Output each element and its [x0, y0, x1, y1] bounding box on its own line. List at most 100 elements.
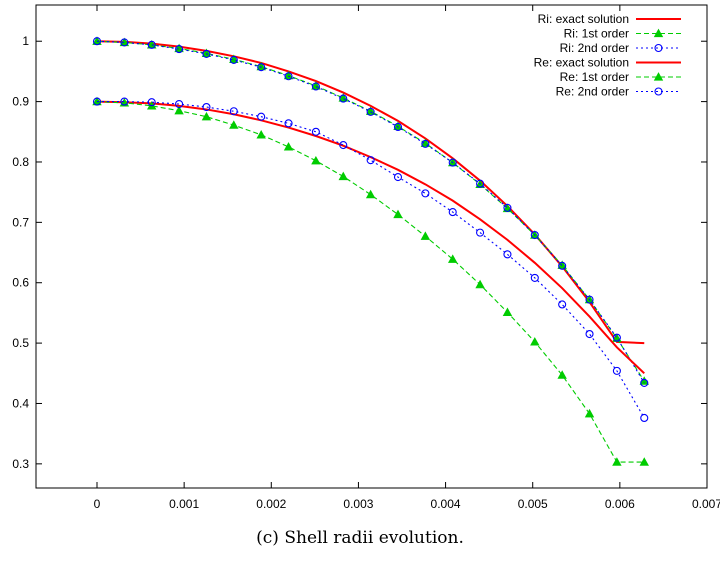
data-point: [557, 370, 567, 379]
data-point: [202, 49, 211, 58]
data-point: [612, 457, 622, 466]
data-point: [476, 228, 485, 237]
data-point: [585, 329, 594, 339]
legend-label: Re: exact solution: [534, 56, 629, 70]
data-point: [92, 37, 102, 46]
data-point: [257, 63, 266, 72]
data-point: [653, 28, 664, 38]
data-point: [366, 156, 375, 165]
series-layer: [92, 36, 649, 466]
data-point: [558, 261, 567, 270]
data-point: [229, 120, 239, 129]
data-point: [640, 413, 649, 423]
y-tick-label: 1: [22, 34, 29, 48]
y-tick-label: 0.7: [12, 215, 29, 229]
data-point: [256, 129, 266, 139]
data-point: [448, 208, 457, 217]
data-point: [502, 307, 513, 316]
data-point: [584, 408, 595, 418]
plot-frame: [35, 4, 708, 489]
x-tick-label: 0.003: [343, 497, 373, 511]
x-tick-label: 0.006: [605, 497, 635, 511]
data-point: [175, 45, 184, 54]
data-point: [257, 112, 266, 121]
data-point: [92, 97, 102, 106]
legend-label: Ri: 1st order: [564, 27, 629, 41]
y-tick-label: 0.4: [12, 396, 29, 410]
series-line: [96, 101, 645, 463]
series-line: [96, 40, 645, 384]
plot-axes: 0 0.001 0.002 0.003 0.004 0.005 0.006 0.007 0.3 0…: [12, 4, 720, 511]
data-point: [530, 273, 539, 282]
data-point: [393, 173, 403, 182]
data-point: [612, 366, 621, 375]
series-line: [96, 100, 645, 375]
legend-label: Ri: 2nd order: [560, 41, 629, 55]
figure-caption: (c) Shell radii evolution.: [256, 528, 464, 548]
y-tick-label: 0.6: [12, 276, 29, 290]
data-point: [476, 179, 485, 188]
series-3: [92, 37, 649, 387]
legend-label: Ri: exact solution: [538, 12, 629, 26]
data-point: [311, 155, 321, 165]
x-tick-label: 0.001: [169, 497, 199, 511]
data-point: [201, 48, 212, 57]
data-point: [393, 122, 403, 132]
data-point: [612, 333, 621, 342]
data-point: [393, 121, 403, 131]
series-1: [96, 40, 645, 345]
data-point: [339, 94, 348, 103]
data-point: [120, 38, 129, 47]
y-tick-label: 0.9: [12, 95, 29, 109]
data-point: [558, 300, 567, 309]
series-6: [92, 97, 649, 423]
data-point: [202, 102, 211, 112]
data-point: [366, 107, 375, 116]
data-point: [147, 40, 156, 49]
series-2: [92, 36, 649, 385]
data-point: [120, 97, 129, 106]
data-point: [639, 376, 649, 385]
x-tick-label: 0.005: [518, 497, 548, 511]
data-point: [311, 82, 320, 91]
data-point: [503, 250, 512, 259]
x-tick-label: 0.004: [431, 497, 461, 511]
data-point: [475, 279, 485, 289]
data-point: [283, 70, 294, 80]
data-point: [365, 189, 376, 199]
data-point: [365, 106, 376, 115]
line-chart: 0 0.001 0.002 0.003 0.004 0.005 0.006 0.007 0.3 0…: [12, 4, 720, 511]
data-point: [639, 457, 649, 466]
series-line: [96, 40, 645, 345]
data-point: [256, 61, 266, 71]
data-point: [585, 295, 594, 304]
data-point: [448, 158, 457, 167]
data-point: [284, 72, 293, 81]
series-line: [97, 101, 645, 419]
data-point: [174, 43, 184, 53]
data-point: [174, 105, 184, 115]
data-point: [338, 171, 348, 181]
data-point: [530, 230, 539, 240]
data-point: [653, 72, 664, 81]
data-point: [503, 203, 512, 212]
x-tick-label: 0: [94, 497, 101, 511]
x-tick-label: 0.007: [692, 497, 720, 511]
series-5: [92, 96, 649, 466]
legend-label: Re: 2nd order: [556, 85, 629, 99]
data-point: [420, 231, 431, 240]
data-point: [339, 141, 348, 150]
data-point: [283, 142, 294, 151]
data-point: [229, 55, 238, 64]
data-point: [229, 107, 238, 116]
data-point: [393, 209, 403, 219]
data-point: [448, 254, 458, 263]
y-tick-label: 0.8: [12, 155, 29, 169]
data-point: [421, 189, 430, 198]
data-point: [284, 119, 293, 128]
legend-label: Re: 1st order: [560, 70, 629, 84]
data-point: [530, 337, 540, 346]
data-point: [201, 111, 212, 121]
y-tick-label: 0.5: [12, 336, 29, 350]
